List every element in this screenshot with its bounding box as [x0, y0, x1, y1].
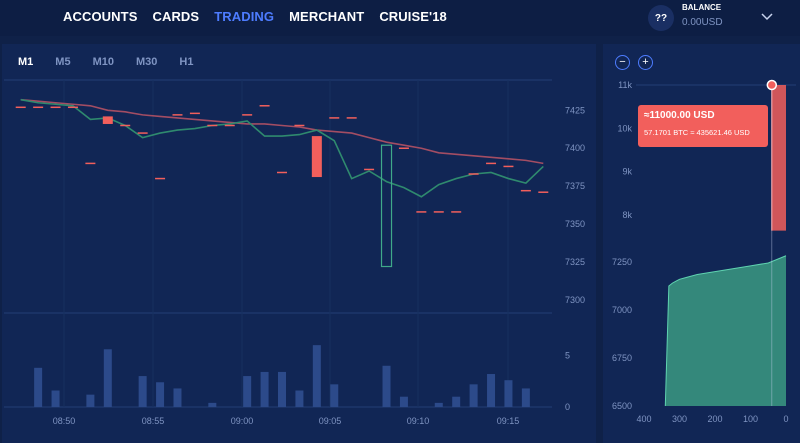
volume-bar: [86, 394, 95, 407]
tab-m30[interactable]: M30: [135, 56, 158, 68]
main-nav: ACCOUNTS CARDS TRADING MERCHANT CRUISE'18: [63, 9, 447, 24]
x-tick-label: 09:10: [407, 416, 430, 426]
tab-m10[interactable]: M10: [92, 56, 114, 68]
volume-bar: [330, 384, 339, 407]
tooltip-detail: 57.1701 BTC ≈ 435621.46 USD: [644, 128, 750, 137]
volume-bar: [312, 345, 321, 407]
depth-x-tick-label: 300: [672, 414, 687, 424]
price-tick-label: 7300: [565, 295, 585, 305]
zoom-in-button[interactable]: +: [638, 55, 653, 70]
help-badge[interactable]: ??: [648, 5, 674, 31]
volume-bar: [469, 384, 478, 407]
x-tick-label: 08:55: [142, 416, 165, 426]
x-tick-label: 09:15: [497, 416, 520, 426]
volume-tick-label: 5: [565, 350, 570, 360]
nav-item-merchant[interactable]: MERCHANT: [289, 9, 365, 24]
chevron-down-icon: [761, 13, 773, 21]
depth-y-tick-label: 8k: [622, 210, 632, 220]
volume-bar: [243, 376, 252, 407]
depth-tooltip: ≈11000.00 USD 57.1701 BTC ≈ 435621.46 US…: [638, 105, 768, 147]
tab-h1[interactable]: H1: [179, 56, 194, 68]
nav-item-cards[interactable]: CARDS: [152, 9, 200, 24]
ma-short-line: [20, 98, 544, 198]
volume-bar: [295, 390, 304, 407]
x-tick-label: 08:50: [53, 416, 76, 426]
volume-bar: [103, 349, 112, 407]
balance-label: BALANCE: [682, 3, 722, 12]
candle-down: [102, 116, 113, 124]
volume-bar: [208, 402, 217, 407]
nav-item-accounts[interactable]: ACCOUNTS: [63, 9, 138, 24]
depth-y-tick-label: 7000: [612, 305, 632, 315]
volume-bar: [156, 382, 165, 407]
volume-bar: [521, 388, 530, 407]
bid-line: [664, 255, 787, 407]
x-tick-label: 09:00: [231, 416, 254, 426]
balance-value: 0.00USD: [682, 17, 723, 28]
depth-y-tick-label: 7250: [612, 257, 632, 267]
volume-bar: [260, 371, 269, 407]
timeframe-tabs: M1 M5 M10 M30 H1: [18, 56, 215, 68]
depth-x-tick-label: 200: [707, 414, 722, 424]
depth-x-tick-label: 400: [636, 414, 651, 424]
price-tick-label: 7425: [565, 105, 585, 115]
tab-m1[interactable]: M1: [18, 56, 34, 68]
volume-bar: [382, 365, 391, 407]
volume-bar: [487, 374, 496, 407]
volume-bar: [138, 376, 147, 407]
top-bar: ACCOUNTS CARDS TRADING MERCHANT CRUISE'18 ??…: [0, 0, 800, 36]
depth-x-tick-label: 100: [743, 414, 758, 424]
depth-y-tick-label: 11k: [618, 80, 632, 90]
depth-y-tick-label: 6500: [612, 401, 632, 411]
depth-y-tick-label: 10k: [617, 123, 632, 133]
volume-bar: [504, 380, 513, 407]
account-dropdown[interactable]: [758, 8, 776, 26]
volume-tick-label: 0: [565, 402, 570, 412]
volume-bar: [278, 371, 286, 407]
depth-x-tick-label: 0: [783, 414, 788, 424]
depth-y-tick-label: 6750: [612, 353, 632, 363]
ask-area: [771, 85, 786, 231]
x-tick-label: 09:05: [319, 416, 342, 426]
crosshair-marker: [766, 79, 778, 91]
tooltip-price: ≈11000.00 USD: [644, 110, 715, 121]
price-tick-label: 7400: [565, 143, 585, 153]
price-tick-label: 7375: [565, 181, 585, 191]
volume-bar: [173, 388, 182, 407]
volume-bar: [434, 402, 443, 407]
volume-bar: [452, 396, 461, 407]
bid-area: [665, 255, 786, 406]
candle-up: [380, 144, 393, 268]
volume-bar: [399, 396, 408, 407]
nav-item-cruise18[interactable]: CRUISE'18: [379, 9, 447, 24]
price-tick-label: 7325: [565, 257, 585, 267]
price-tick-label: 7350: [565, 219, 585, 229]
volume-bar: [51, 390, 60, 407]
zoom-out-button[interactable]: −: [615, 55, 630, 70]
depth-y-tick-label: 9k: [622, 167, 632, 177]
tab-m5[interactable]: M5: [55, 56, 71, 68]
nav-item-trading[interactable]: TRADING: [214, 9, 275, 24]
price-chart-panel: [2, 44, 596, 443]
ma-long-line: [20, 98, 544, 165]
candle-down: [311, 136, 322, 178]
volume-bar: [34, 367, 43, 407]
